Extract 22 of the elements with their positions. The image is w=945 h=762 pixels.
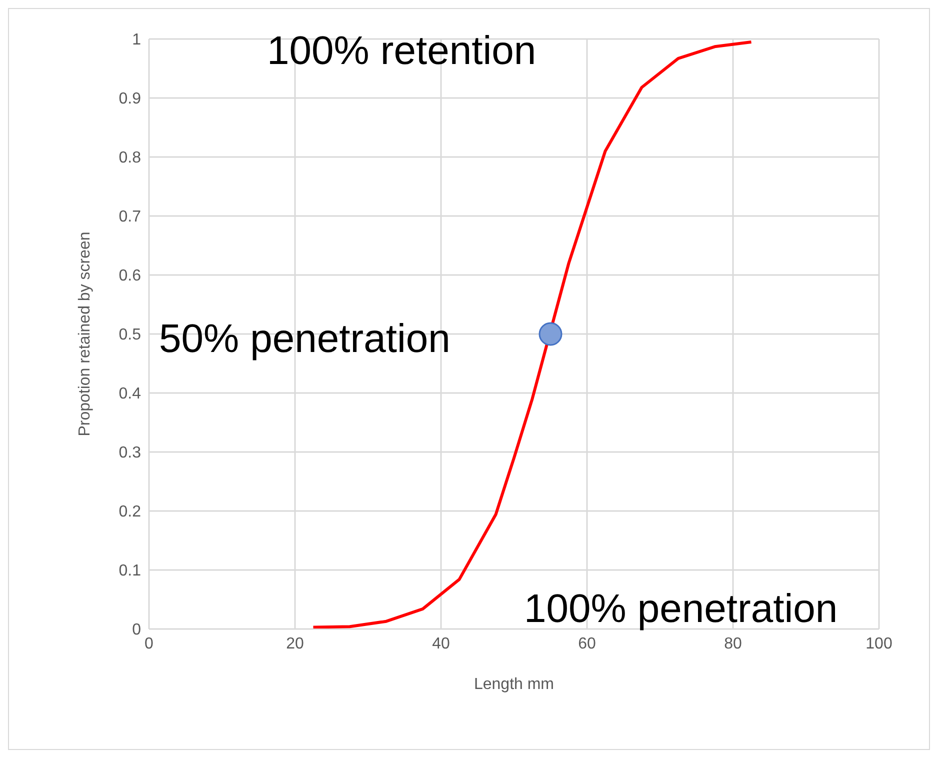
x-tick-label: 80 <box>724 635 742 652</box>
y-tick-label: 0.4 <box>118 386 142 403</box>
y-tick-label: 0.1 <box>118 562 142 580</box>
x-tick-label: 0 <box>144 635 154 652</box>
x-tick-label: 100 <box>866 635 892 652</box>
annotation: 100% retention <box>267 29 536 74</box>
y-tick-label: 0.3 <box>118 444 142 462</box>
x-tick-label: 20 <box>286 635 304 652</box>
annotation: 100% penetration <box>524 587 838 632</box>
x-axis-title: Length mm <box>474 676 554 693</box>
y-tick-label: 0.6 <box>118 268 142 285</box>
y-axis-title: Propotion retained by screen <box>76 232 94 436</box>
y-tick-label: 0 <box>132 622 142 639</box>
x-tick-label: 60 <box>578 635 596 652</box>
y-tick-label: 0.2 <box>118 504 142 521</box>
x-tick-label: 40 <box>432 635 450 652</box>
y-tick-label: 0.5 <box>118 326 142 344</box>
y-tick-label: 0.8 <box>118 150 142 167</box>
y-tick-label: 0.9 <box>118 90 142 108</box>
y-tick-label: 0.7 <box>118 208 142 226</box>
annotation: 50% penetration <box>159 317 450 362</box>
y-tick-label: 1 <box>132 32 142 49</box>
